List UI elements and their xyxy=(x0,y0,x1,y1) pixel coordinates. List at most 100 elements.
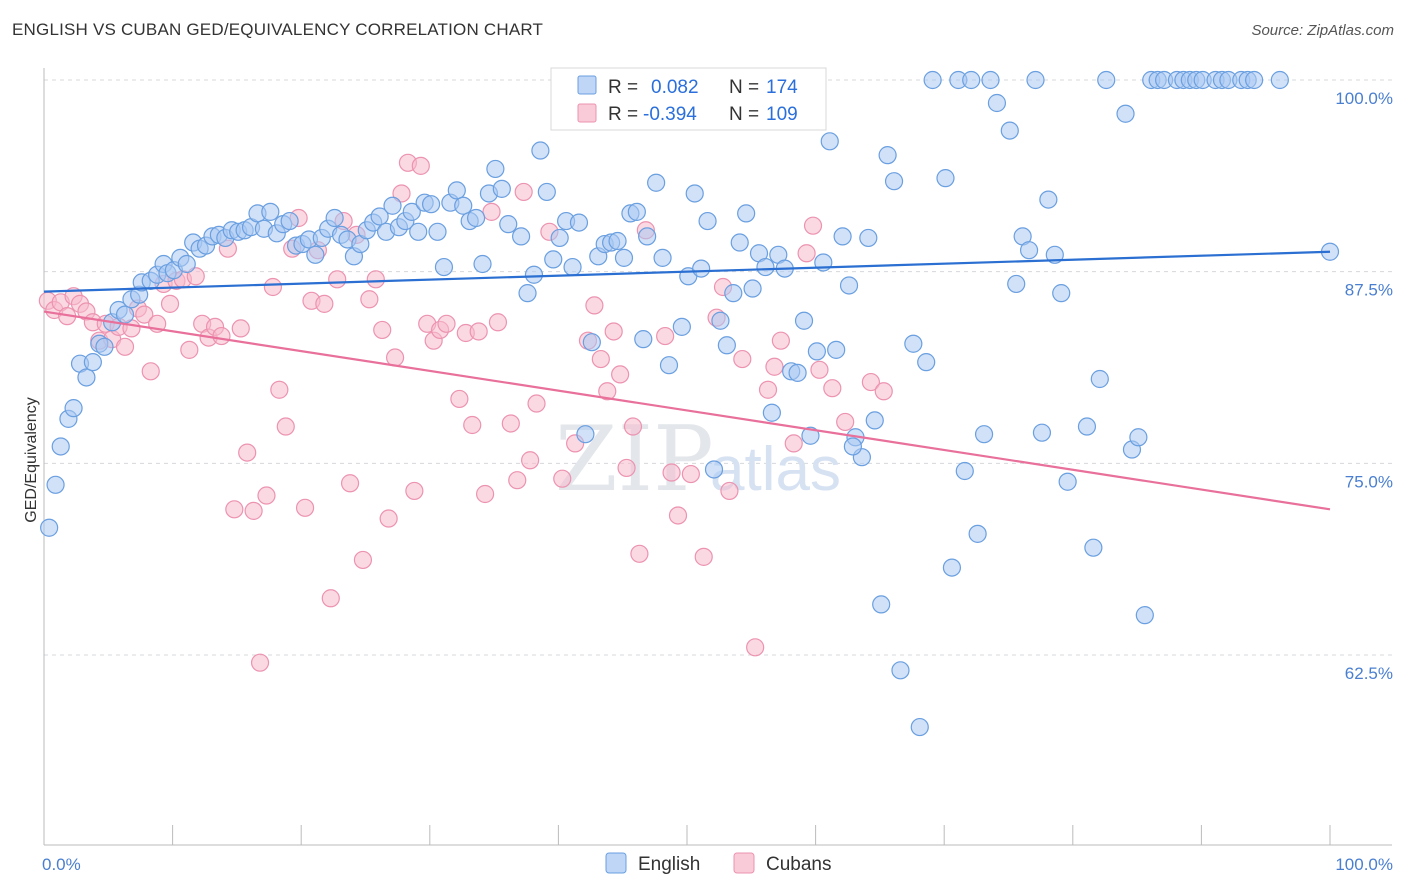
english-point-146 xyxy=(1007,274,1026,294)
english-point-145 xyxy=(1000,121,1019,140)
english-point-121 xyxy=(827,340,846,359)
cubans-point-84 xyxy=(617,458,636,478)
stats-legend: R = 0.082 N = 174 R = -0.394 N = 109 xyxy=(550,67,827,131)
english-point-130 xyxy=(884,172,904,191)
cubans-point-76 xyxy=(553,469,572,488)
english-point-93 xyxy=(638,227,657,246)
cubans-point-40 xyxy=(295,498,315,517)
cubans-point-100 xyxy=(771,331,790,350)
cubans-point-15 xyxy=(135,305,154,324)
legend-n-label-english: N = xyxy=(729,77,759,98)
english-point-101 xyxy=(698,211,717,231)
cubans-point-88 xyxy=(656,326,675,346)
english-point-57 xyxy=(402,202,421,221)
english-point-117 xyxy=(801,426,820,445)
english-point-91 xyxy=(627,202,646,221)
english-point-22 xyxy=(177,254,196,274)
english-point-6 xyxy=(77,368,96,387)
cubans-point-74 xyxy=(527,394,546,413)
english-point-70 xyxy=(486,159,505,179)
series-legend: English Cubans xyxy=(605,852,832,875)
english-point-155 xyxy=(1077,417,1097,436)
cubans-point-44 xyxy=(321,589,340,608)
english-point-42 xyxy=(306,245,325,264)
cubans-point-103 xyxy=(803,216,823,235)
english-point-162 xyxy=(1135,606,1154,625)
cubans-point-67 xyxy=(475,484,495,504)
cubans-point-32 xyxy=(244,501,263,520)
cubans-point-43 xyxy=(315,294,334,313)
cubans-point-31 xyxy=(238,443,257,462)
english-point-157 xyxy=(1090,369,1109,389)
english-point-177 xyxy=(1270,70,1289,90)
cubans-point-72 xyxy=(514,182,533,202)
english-point-126 xyxy=(859,228,878,248)
english-point-1 xyxy=(46,475,65,494)
english-point-118 xyxy=(807,342,826,361)
english-point-120 xyxy=(820,132,839,151)
english-points xyxy=(40,70,1340,737)
cubans-point-81 xyxy=(598,382,617,401)
english-point-68 xyxy=(473,254,492,274)
cubans-point-70 xyxy=(501,414,520,433)
english-point-161 xyxy=(1129,428,1148,447)
y-tick-labels: 62.5% 75.0% 87.5% 100.0% xyxy=(1335,89,1393,683)
cubans-point-108 xyxy=(874,382,893,401)
english-point-64 xyxy=(447,181,466,200)
english-point-94 xyxy=(647,173,666,192)
english-point-104 xyxy=(717,336,736,355)
cubans-point-66 xyxy=(469,322,488,341)
x-tick-label-1: 100.0% xyxy=(1335,855,1393,874)
english-point-96 xyxy=(659,356,679,375)
cubans-point-54 xyxy=(385,348,405,367)
english-point-144 xyxy=(987,93,1007,113)
cubans-point-27 xyxy=(212,326,231,346)
english-point-60 xyxy=(421,195,441,214)
english-point-89 xyxy=(614,248,634,267)
english-point-83 xyxy=(576,425,595,444)
english-point-35 xyxy=(261,202,280,221)
cubans-point-107 xyxy=(861,372,880,392)
cubans-point-30 xyxy=(231,319,250,338)
cubans-point-73 xyxy=(521,451,540,470)
english-point-151 xyxy=(1039,190,1058,209)
watermark: ZIP atlas xyxy=(555,407,841,512)
cubans-point-12 xyxy=(115,337,135,356)
chart-source: Source: ZipAtlas.com xyxy=(1251,22,1394,39)
english-point-107 xyxy=(737,204,756,223)
english-point-75 xyxy=(524,265,544,284)
english-point-71 xyxy=(492,179,511,198)
english-point-128 xyxy=(872,595,891,614)
cubans-point-83 xyxy=(611,365,630,384)
english-point-103 xyxy=(711,311,730,330)
cubans-point-49 xyxy=(353,550,373,570)
english-point-7 xyxy=(83,353,102,372)
y-tick-label-1: 75.0% xyxy=(1345,472,1393,491)
english-point-45 xyxy=(325,208,344,228)
english-point-139 xyxy=(955,461,974,481)
cubans-point-106 xyxy=(836,412,855,432)
cubans-point-104 xyxy=(810,360,829,379)
english-point-61 xyxy=(428,222,447,241)
legend-cubans-label: Cubans xyxy=(766,854,832,875)
cubans-point-50 xyxy=(360,290,379,309)
cubans-point-65 xyxy=(463,415,482,435)
cubans-point-101 xyxy=(784,434,803,453)
english-point-95 xyxy=(653,248,672,267)
cubans-point-51 xyxy=(366,270,385,289)
legend-english-label: English xyxy=(638,854,700,875)
grid xyxy=(44,79,1392,656)
english-point-133 xyxy=(910,717,929,737)
english-point-142 xyxy=(974,425,994,444)
english-point-129 xyxy=(878,146,897,165)
english-point-72 xyxy=(499,215,518,234)
english-point-100 xyxy=(692,259,711,278)
english-point-137 xyxy=(942,558,962,577)
y-tick-label-0: 62.5% xyxy=(1345,664,1393,683)
english-point-135 xyxy=(923,70,942,90)
english-point-141 xyxy=(968,524,987,543)
cubans-point-53 xyxy=(379,509,398,528)
english-point-0 xyxy=(40,518,59,537)
trend-lines xyxy=(43,250,1331,511)
